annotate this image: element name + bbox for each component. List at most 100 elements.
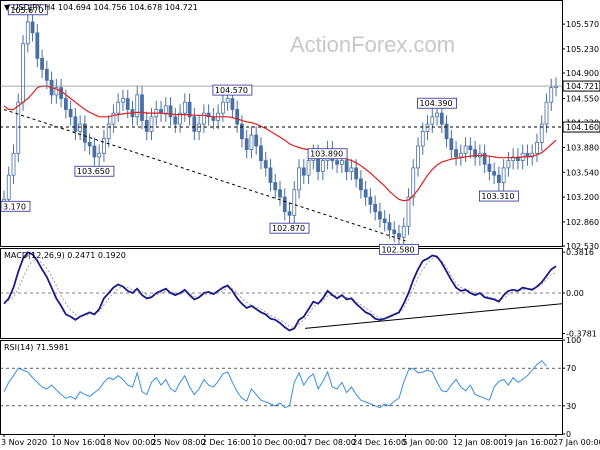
- price-header-icon: ▼: [4, 3, 11, 12]
- candle-body: [454, 149, 458, 158]
- candle-body: [435, 112, 439, 118]
- candle-body: [297, 167, 301, 191]
- candle-body: [54, 87, 59, 96]
- candle-body: [549, 87, 554, 103]
- candle-body: [263, 160, 268, 169]
- candle-body: [482, 152, 487, 165]
- candle-body: [301, 167, 306, 176]
- x-tick-label: 18 Nov 00:00: [101, 438, 155, 447]
- candle-body: [335, 160, 340, 165]
- candle-body: [25, 21, 30, 45]
- candle-body: [373, 203, 378, 213]
- annotation-box: [74, 165, 115, 177]
- candle-body: [416, 145, 420, 169]
- candle-body: [339, 160, 344, 165]
- candle-body: [378, 211, 382, 220]
- candle-body: [406, 196, 411, 227]
- annotation-box: [269, 222, 310, 234]
- annotation-box: [212, 84, 253, 96]
- candle-body: [530, 152, 535, 158]
- candle-body: [292, 189, 297, 216]
- x-tick-label: 3 Nov 2020: [1, 438, 47, 447]
- candle-body: [425, 123, 430, 132]
- candle-body: [382, 218, 387, 224]
- annotation-label: 103.310: [481, 192, 514, 201]
- annotation-box: [417, 97, 457, 109]
- x-tick-label: 17 Dec 08:00: [302, 438, 356, 447]
- ohlc-values: 104.694 104.756 104.678 104.721: [57, 3, 198, 12]
- candle-body: [539, 123, 544, 143]
- annotation-box: [307, 148, 348, 160]
- candle-body: [506, 160, 511, 169]
- candle-body: [220, 101, 225, 114]
- x-tick-label: 12 Jan 08:00: [453, 438, 504, 447]
- candle-body: [97, 152, 102, 158]
- annotation-label: 102.870: [272, 224, 305, 233]
- candle-body: [40, 57, 44, 70]
- annotation-label: 105.670: [10, 6, 43, 15]
- rsi-tick-label: 30: [566, 402, 576, 411]
- price-header: ▼ USDJPY,H4 104.694 104.756 104.678 104.…: [4, 3, 198, 12]
- candle-body: [35, 32, 40, 59]
- candle-body: [468, 145, 473, 151]
- current-price-flag-label: 104.721: [566, 82, 599, 91]
- candle-body: [121, 98, 125, 103]
- current-price-flag: [562, 80, 600, 92]
- candle-body: [392, 229, 397, 234]
- candle-body: [320, 160, 325, 172]
- axes: 105.570105.230104.900104.550104.220103.8…: [1, 20, 600, 447]
- candle-body: [473, 149, 478, 158]
- candle-body: [363, 189, 368, 198]
- candle-body: [6, 174, 11, 200]
- candle-body: [168, 105, 173, 118]
- candle-body: [496, 174, 501, 183]
- candle-body: [225, 98, 230, 103]
- candle-body: [354, 167, 359, 180]
- candle-body: [463, 145, 468, 154]
- candle-body: [240, 123, 244, 140]
- rsi-tick-label: 70: [566, 364, 576, 373]
- candle-body: [259, 145, 263, 161]
- candle-body: [430, 116, 435, 125]
- candle-body: [535, 141, 539, 154]
- macd-signal-line: [3, 257, 557, 328]
- candle-body: [68, 109, 73, 118]
- candle-body: [511, 156, 516, 161]
- macd-panel: [0, 251, 563, 332]
- candle-body: [278, 189, 282, 198]
- candle-body: [21, 43, 25, 103]
- annotation-label: 3.170: [3, 202, 26, 211]
- candle-body: [102, 138, 106, 154]
- candle-body: [244, 138, 249, 151]
- candle-body: [11, 152, 16, 176]
- candle-body: [149, 116, 154, 132]
- candle-body: [358, 178, 363, 191]
- price-tick-label: 104.900: [566, 69, 599, 78]
- candle-body: [349, 167, 354, 172]
- candle-body: [420, 130, 425, 147]
- candle-body: [273, 182, 278, 191]
- x-tick-label: 2 Dec 16:00: [202, 438, 251, 447]
- candle-body: [282, 196, 287, 213]
- watermark: ActionForex.com: [290, 32, 456, 57]
- candle-body: [268, 167, 273, 183]
- moving-average-line: [3, 85, 557, 202]
- candle-body: [140, 94, 144, 121]
- rsi-tick-label: 100: [566, 336, 581, 345]
- x-tick-label: 25 Nov 08:00: [152, 438, 206, 447]
- price-tick-label: 105.230: [566, 45, 599, 54]
- price-tick-label: 103.880: [566, 143, 599, 152]
- candle-body: [487, 163, 492, 172]
- price-trendline: [3, 109, 406, 242]
- annotation-label: 103.890: [310, 150, 343, 159]
- candle-body: [82, 123, 87, 143]
- rsi-line: [3, 360, 547, 409]
- candle-body: [516, 156, 520, 161]
- macd-tick-label: 0.3816: [566, 248, 594, 257]
- candle-body: [501, 167, 506, 183]
- annotation-label: 102.580: [381, 245, 414, 254]
- candle-body: [306, 160, 311, 176]
- candle-body: [163, 105, 168, 114]
